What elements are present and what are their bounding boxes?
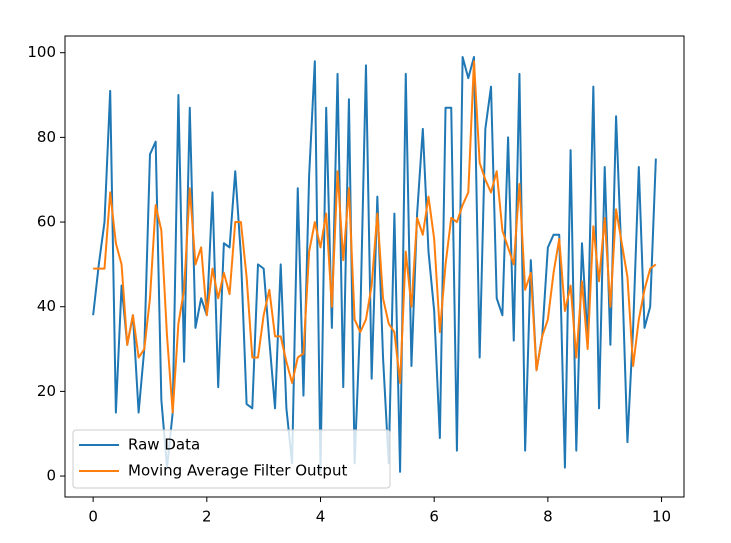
legend-label: Raw Data: [128, 436, 200, 454]
y-tick-label: 0: [46, 467, 56, 485]
legend-label: Moving Average Filter Output: [128, 462, 347, 480]
x-tick-label: 10: [652, 508, 671, 526]
x-tick-label: 0: [88, 508, 98, 526]
x-tick-label: 8: [543, 508, 553, 526]
y-tick-label: 100: [27, 43, 56, 61]
x-tick-label: 2: [202, 508, 212, 526]
line-series: [93, 60, 657, 414]
y-tick-label: 80: [37, 128, 56, 146]
x-tick-label: 6: [429, 508, 439, 526]
y-tick-label: 40: [37, 297, 56, 315]
y-tick-label: 60: [37, 213, 56, 231]
y-tick-label: 20: [37, 382, 56, 400]
x-tick-label: 4: [316, 508, 326, 526]
legend-box: [72, 429, 391, 489]
plot-frame: [64, 35, 685, 498]
